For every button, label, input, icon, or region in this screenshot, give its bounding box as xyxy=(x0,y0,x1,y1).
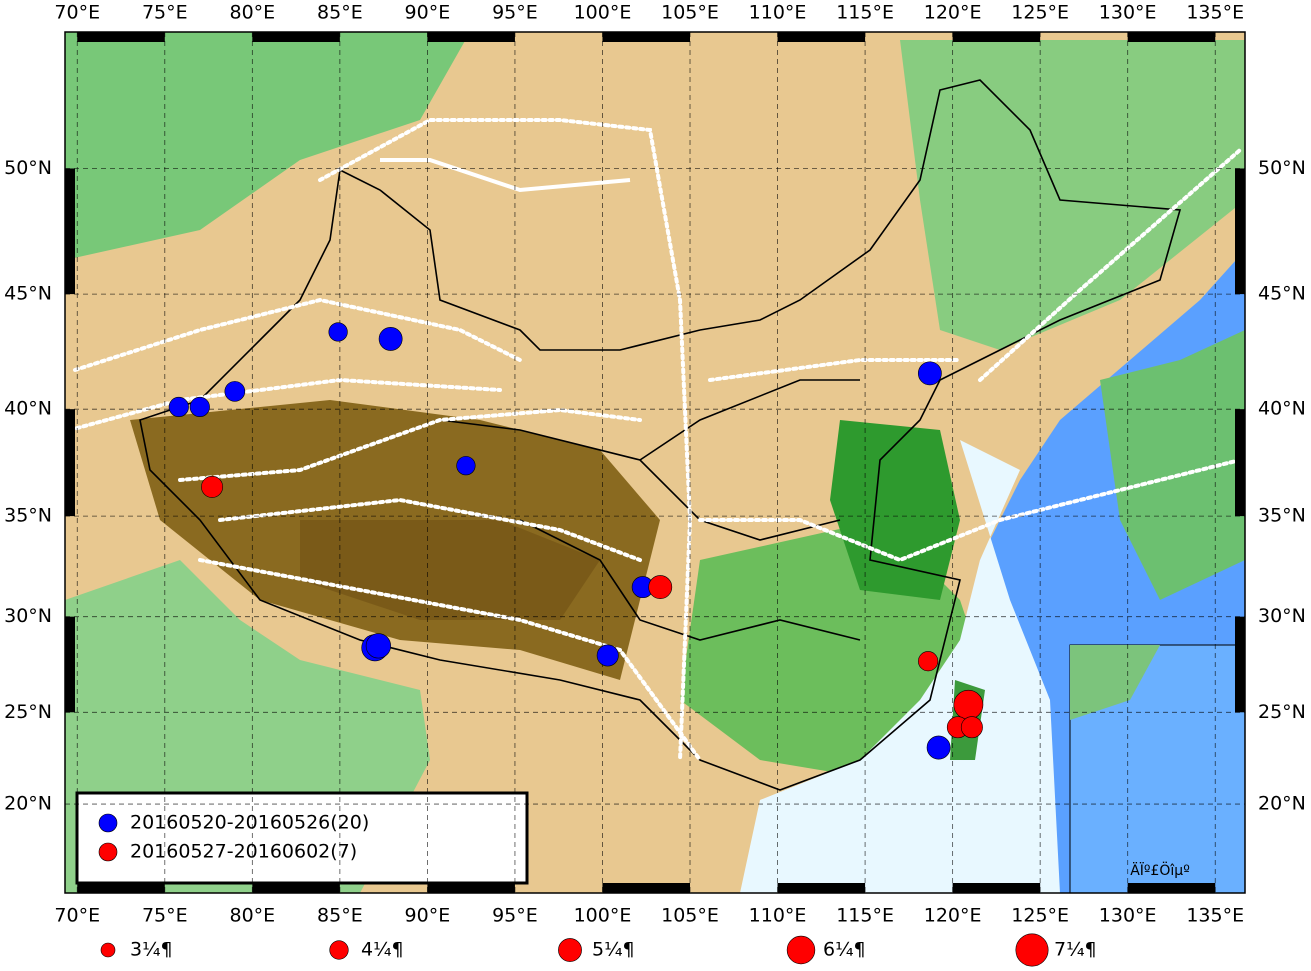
earthquake xyxy=(456,456,476,476)
earthquake xyxy=(365,633,391,659)
earthquake xyxy=(953,689,984,720)
x-tick-label: 135°E xyxy=(1186,2,1244,24)
y-tick-label: 30°N xyxy=(1258,605,1306,627)
frame-band xyxy=(1127,883,1216,893)
frame-band xyxy=(777,883,866,893)
x-tick-label: 70°E xyxy=(54,905,100,927)
x-tick-label: 135°E xyxy=(1186,905,1244,927)
earthquake xyxy=(378,327,403,351)
frame-band xyxy=(427,883,515,893)
y-tick-label: 25°N xyxy=(1258,701,1306,723)
x-tick-label: 115°E xyxy=(836,2,894,24)
x-tick-label: 120°E xyxy=(924,905,982,927)
x-tick-label: 100°E xyxy=(574,905,632,927)
frame-band xyxy=(65,168,75,295)
legend-marker xyxy=(98,813,118,833)
x-tick-label: 120°E xyxy=(924,2,982,24)
x-tick-label: 70°E xyxy=(54,2,100,24)
earthquake xyxy=(918,651,939,672)
earthquake xyxy=(917,361,942,386)
y-tick-label: 30°N xyxy=(4,605,52,627)
earthquake xyxy=(201,475,224,498)
terrain xyxy=(65,32,1245,893)
earthquake xyxy=(596,644,619,667)
earthquake xyxy=(926,735,951,760)
x-tick-label: 125°E xyxy=(1011,905,1069,927)
x-tick-label: 85°E xyxy=(317,2,363,24)
x-tick-label: 90°E xyxy=(405,2,451,24)
legend-label: 20160520-20160526(20) xyxy=(130,812,369,834)
y-tick-label: 35°N xyxy=(4,505,52,527)
magnitude-marker xyxy=(100,942,116,958)
y-tick-label: 45°N xyxy=(1258,283,1306,305)
y-tick-label: 40°N xyxy=(1258,398,1306,420)
y-tick-label: 35°N xyxy=(1258,505,1306,527)
x-tick-label: 125°E xyxy=(1011,2,1069,24)
x-tick-label: 105°E xyxy=(661,905,719,927)
frame-band xyxy=(1235,616,1245,713)
magnitude-label: 6¼¶ xyxy=(823,939,866,961)
frame-band xyxy=(602,883,691,893)
frame-band xyxy=(1235,168,1245,295)
y-tick-label: 50°N xyxy=(1258,157,1306,179)
magnitude-label: 4¼¶ xyxy=(361,939,404,961)
magnitude-label: 5¼¶ xyxy=(592,939,635,961)
x-tick-label: 115°E xyxy=(836,905,894,927)
earthquake xyxy=(960,716,983,739)
frame-band xyxy=(952,32,1041,42)
x-tick-label: 130°E xyxy=(1099,2,1157,24)
frame-band xyxy=(77,883,165,893)
x-tick-label: 100°E xyxy=(574,2,632,24)
earthquake xyxy=(224,381,246,402)
frame-band xyxy=(252,32,340,42)
x-tick-label: 80°E xyxy=(229,905,275,927)
magnitude-marker xyxy=(558,938,582,962)
frame-band xyxy=(777,32,866,42)
y-tick-label: 40°N xyxy=(4,398,52,420)
y-tick-label: 50°N xyxy=(4,157,52,179)
x-tick-label: 105°E xyxy=(661,2,719,24)
magnitude-marker xyxy=(329,940,349,960)
magnitude-label: 3¼¶ xyxy=(130,939,173,961)
x-tick-label: 110°E xyxy=(749,905,807,927)
frame-band xyxy=(952,883,1041,893)
earthquake xyxy=(168,396,189,418)
x-tick-label: 85°E xyxy=(317,905,363,927)
y-tick-label: 20°N xyxy=(4,793,52,815)
x-tick-label: 75°E xyxy=(142,2,188,24)
frame-band xyxy=(77,32,165,42)
x-tick-label: 80°E xyxy=(229,2,275,24)
magnitude-label: 7¼¶ xyxy=(1054,939,1097,961)
magnitude-marker xyxy=(1015,933,1049,967)
y-tick-label: 25°N xyxy=(4,701,52,723)
earthquake xyxy=(328,322,348,342)
inset-label: ÄÏº£Öîµº xyxy=(1130,861,1190,879)
x-tick-label: 90°E xyxy=(405,905,451,927)
x-tick-label: 110°E xyxy=(749,2,807,24)
x-tick-label: 75°E xyxy=(142,905,188,927)
earthquake xyxy=(189,396,210,418)
legend-marker xyxy=(98,842,118,862)
x-tick-label: 130°E xyxy=(1099,905,1157,927)
legend-box xyxy=(75,791,529,885)
magnitude-marker xyxy=(786,935,816,965)
legend-label: 20160527-20160602(7) xyxy=(130,841,357,863)
y-tick-label: 20°N xyxy=(1258,793,1306,815)
earthquake xyxy=(648,575,673,599)
frame-band xyxy=(427,32,515,42)
x-tick-label: 95°E xyxy=(492,905,538,927)
y-tick-label: 45°N xyxy=(4,283,52,305)
frame-band xyxy=(1127,32,1216,42)
frame-band xyxy=(602,32,691,42)
x-tick-label: 95°E xyxy=(492,2,538,24)
frame-band xyxy=(252,883,340,893)
frame-band xyxy=(65,409,75,517)
frame-band xyxy=(65,616,75,713)
frame-band xyxy=(1235,409,1245,517)
